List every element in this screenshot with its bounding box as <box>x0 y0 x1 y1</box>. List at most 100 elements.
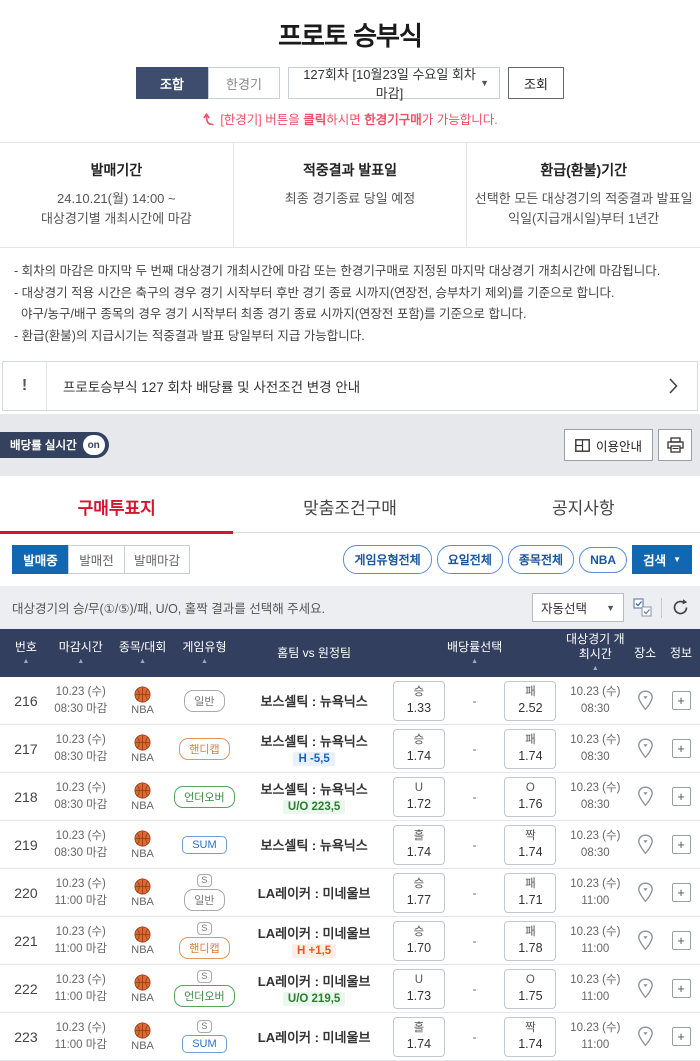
basketball-icon <box>134 686 151 703</box>
info-line: 선택한 모든 대상경기의 적중결과 발표일 <box>474 191 693 206</box>
game-type-badge: SUM <box>182 1035 227 1054</box>
team-sub-label: H +1,5 <box>292 944 337 959</box>
close-time: 10.23 (수) 08:30 마감 <box>54 782 108 811</box>
location-pin-icon[interactable] <box>636 978 655 999</box>
page-title: 프로토 승부식 <box>278 21 423 51</box>
single-game-note: [한경기] 버튼을 클릭하시면 한경기구매가 가능합니다. <box>0 109 700 128</box>
header-match-time[interactable]: 대상경기 개최시간 ▲ <box>562 632 628 674</box>
location-pin-icon[interactable] <box>636 738 655 759</box>
tab-notices[interactable]: 공지사항 <box>552 499 615 519</box>
odds-option-away[interactable]: 패 2.52 <box>504 680 557 721</box>
odds-option-home[interactable]: 승 1.77 <box>392 872 445 913</box>
search-button[interactable]: 검색 ▼ <box>632 545 692 575</box>
filter-on-sale[interactable]: 발매중 <box>12 545 69 575</box>
game-number: 223 <box>14 1028 38 1045</box>
round-select-dropdown[interactable]: 127회차 [10월23일 수요일 회차마감] ▼ <box>288 67 500 101</box>
info-expand-button[interactable]: + <box>671 787 691 807</box>
select-all-checkbox-button[interactable] <box>631 598 654 617</box>
info-expand-button[interactable]: + <box>671 979 691 999</box>
filter-game-type[interactable]: 게임유형전체 <box>343 545 432 575</box>
mode-button-group: 조합 한경기 <box>136 67 280 99</box>
odds-option-away[interactable]: 패 1.78 <box>504 920 557 961</box>
selection-bar: 대상경기의 승/무(①/⑤)/패, U/O, 홀짝 결과를 선택해 주세요. 자… <box>0 586 700 630</box>
odds-option-away[interactable]: 짝 1.74 <box>504 824 557 865</box>
odds-label: 짝 <box>525 1021 536 1034</box>
header-close-time[interactable]: 마감시간 ▲ <box>44 640 118 667</box>
filter-pre-sale[interactable]: 발매전 <box>68 545 125 575</box>
sport-cell: NBA <box>118 974 168 1004</box>
filter-weekday[interactable]: 요일전체 <box>436 545 503 575</box>
odds-option-home[interactable]: 승 1.74 <box>392 728 445 769</box>
usage-guide-label: 이용안내 <box>595 439 642 454</box>
odds-option-home[interactable]: U 1.72 <box>392 776 445 817</box>
filter-sale-closed[interactable]: 발매마감 <box>124 545 191 575</box>
odds-option-away[interactable]: 짝 1.74 <box>504 1016 557 1057</box>
info-expand-button[interactable]: + <box>671 835 691 855</box>
auto-select-dropdown[interactable]: 자동선택 ▼ <box>532 593 624 623</box>
mode-button-combo[interactable]: 조합 <box>136 67 208 99</box>
odds-option-home[interactable]: 승 1.33 <box>392 680 445 721</box>
odds-value: 1.72 <box>406 796 432 811</box>
single-purchase-icon: S <box>196 922 212 936</box>
header-odds-select[interactable]: 배당률선택 ▲ <box>387 640 563 667</box>
checkbox-pair-icon <box>633 598 652 617</box>
info-title: 적중결과 발표일 <box>302 162 398 178</box>
odds-label: 승 <box>413 685 425 698</box>
odds-value: 1.74 <box>518 844 543 859</box>
location-pin-icon[interactable] <box>636 690 655 711</box>
game-type-badge: 일반 <box>184 689 225 712</box>
odds-draw-dash: - <box>472 741 477 756</box>
team-matchup: 보스셀틱 : 뉴욕닉스 <box>260 782 368 798</box>
live-odds-toggle-label: 배당률 실시간 <box>10 440 77 453</box>
odds-option-home[interactable]: 승 1.70 <box>392 920 445 961</box>
sale-status-filter-group: 발매중 발매전 발매마감 <box>12 545 191 575</box>
info-expand-button[interactable]: + <box>671 1027 691 1047</box>
odds-option-home[interactable]: 홀 1.74 <box>392 824 445 865</box>
refresh-button[interactable] <box>669 598 692 617</box>
live-odds-toggle[interactable]: 배당률 실시간 on <box>0 432 109 459</box>
basketball-icon <box>134 926 151 943</box>
odds-label: U <box>414 973 424 986</box>
info-expand-button[interactable]: + <box>671 883 691 903</box>
location-pin-icon[interactable] <box>636 786 655 807</box>
sport-cell: NBA <box>118 878 168 908</box>
round-notice-banner[interactable]: ! 프로토승부식 127 회차 배당률 및 사전조건 변경 안내 <box>2 361 698 412</box>
odds-option-away[interactable]: 패 1.74 <box>504 728 557 769</box>
odds-option-away[interactable]: 패 1.71 <box>504 872 557 913</box>
odds-value: 1.33 <box>406 700 432 715</box>
usage-guide-button[interactable]: 이용안내 <box>563 429 653 462</box>
location-pin-icon[interactable] <box>636 930 655 951</box>
info-expand-button[interactable]: + <box>671 931 691 951</box>
filter-league-nba[interactable]: NBA <box>579 546 628 573</box>
tab-custom-condition[interactable]: 맞춤조건구매 <box>303 499 397 519</box>
game-type-badge: 언더오버 <box>174 785 235 808</box>
header-game-type[interactable]: 게임유형 ▲ <box>168 640 242 667</box>
game-number: 219 <box>14 836 38 853</box>
mode-button-single[interactable]: 한경기 <box>208 67 280 99</box>
sport-cell: NBA <box>118 1022 168 1052</box>
single-purchase-icon: S <box>196 874 212 888</box>
inquiry-button[interactable]: 조회 <box>508 67 564 99</box>
header-sport[interactable]: 종목/대회 ▲ <box>118 639 167 665</box>
sort-ascending-icon: ▲ <box>471 657 479 665</box>
print-button[interactable] <box>658 429 692 462</box>
odds-option-away[interactable]: O 1.75 <box>504 968 557 1009</box>
odds-option-home[interactable]: 홀 1.74 <box>392 1016 445 1057</box>
basketball-icon <box>134 734 151 751</box>
header-no[interactable]: 번호 ▲ <box>8 640 44 667</box>
location-pin-icon[interactable] <box>636 834 655 855</box>
filter-sport[interactable]: 종목전체 <box>507 545 575 575</box>
info-expand-button[interactable]: + <box>671 691 691 711</box>
toggle-on-indicator: on <box>82 435 105 456</box>
odds-value: 1.76 <box>518 796 543 811</box>
tab-purchase-slip[interactable]: 구매투표지 <box>0 478 234 535</box>
team-matchup: 보스셀틱 : 뉴욕닉스 <box>260 694 368 710</box>
game-number: 222 <box>14 980 38 997</box>
game-row: 219 10.23 (수) 08:30 마감 NBA SUM 보스셀틱 : 뉴욕닉… <box>0 821 700 870</box>
odds-option-away[interactable]: O 1.76 <box>504 776 557 817</box>
info-expand-button[interactable]: + <box>671 739 691 759</box>
location-pin-icon[interactable] <box>636 1026 655 1047</box>
odds-option-home[interactable]: U 1.73 <box>392 968 445 1009</box>
location-pin-icon[interactable] <box>636 882 655 903</box>
sort-ascending-icon: ▲ <box>77 657 85 665</box>
